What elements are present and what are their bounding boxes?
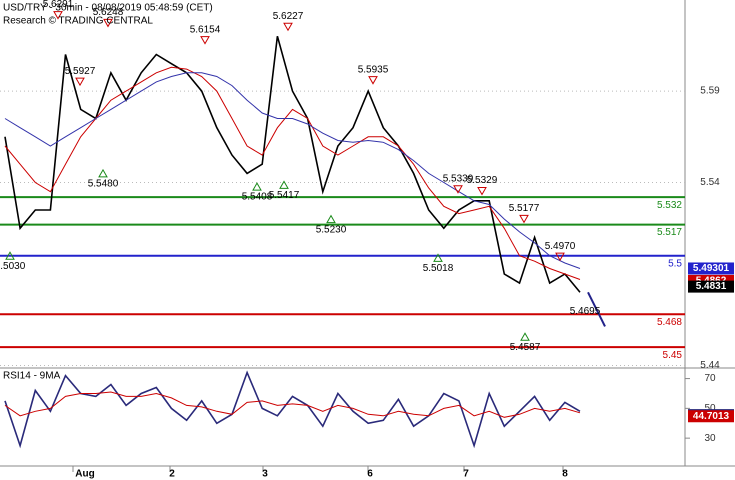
high-label: 5.5935 bbox=[358, 64, 389, 75]
high-label: 5.4970 bbox=[545, 241, 576, 252]
low-marker bbox=[520, 332, 530, 341]
price-box bbox=[688, 262, 734, 275]
high-marker bbox=[200, 36, 210, 45]
level-label: 5.45 bbox=[663, 350, 683, 361]
low-label: 5.5480 bbox=[88, 179, 119, 190]
high-marker bbox=[519, 214, 529, 224]
high-label: 5.6291 bbox=[43, 0, 74, 10]
x-tick-label: Aug bbox=[75, 469, 94, 480]
price-box-label: 5.4831 bbox=[696, 281, 727, 292]
level-label: 5.517 bbox=[657, 227, 682, 238]
high-label: 5.5927 bbox=[65, 66, 96, 77]
high-marker bbox=[283, 22, 293, 32]
high-label: 5.6227 bbox=[273, 11, 304, 22]
y-tick-label: 5.44 bbox=[700, 360, 720, 371]
x-tick-label: 8 bbox=[562, 469, 568, 480]
low-label: 5.5230 bbox=[316, 224, 347, 235]
target-label: 5.4695 bbox=[570, 306, 601, 317]
low-label: 5.5408 bbox=[242, 192, 273, 203]
x-tick-label: 6 bbox=[367, 469, 373, 480]
y-tick-label: 50 bbox=[704, 403, 716, 414]
price-box bbox=[688, 280, 734, 293]
level-label: 5.468 bbox=[657, 317, 682, 328]
price-box-label: 5.49301 bbox=[693, 263, 730, 274]
chart-title: USD/TRY - 30min - 08/08/2019 05:48:59 (C… bbox=[3, 3, 213, 14]
high-label: 5.6154 bbox=[190, 24, 221, 35]
low-marker bbox=[433, 253, 443, 262]
high-marker bbox=[75, 77, 85, 87]
series-line bbox=[4, 391, 581, 418]
low-marker bbox=[5, 251, 15, 260]
target-arrow bbox=[587, 291, 606, 327]
high-marker bbox=[103, 18, 113, 28]
series-line bbox=[4, 370, 581, 449]
low-marker bbox=[279, 180, 289, 189]
price-box bbox=[688, 410, 734, 423]
high-marker bbox=[477, 187, 487, 196]
price-box-label: 44.7013 bbox=[693, 411, 730, 422]
high-label: 5.6248 bbox=[93, 7, 124, 18]
high-marker bbox=[368, 76, 378, 85]
high-label: 5.5177 bbox=[509, 203, 540, 214]
y-tick-label: 5.59 bbox=[700, 86, 720, 97]
low-marker bbox=[326, 214, 336, 224]
low-marker bbox=[98, 168, 108, 178]
high-label: 5.5329 bbox=[467, 175, 498, 186]
series-line bbox=[4, 35, 581, 293]
pane-title: RSI14 - 9MA bbox=[3, 371, 61, 382]
x-tick-label: 2 bbox=[169, 469, 175, 480]
series-line bbox=[4, 72, 581, 269]
chart-subtitle: Research © TRADING CENTRAL bbox=[3, 16, 153, 27]
y-tick-label: 30 bbox=[704, 433, 716, 444]
x-tick-label: 3 bbox=[262, 469, 268, 480]
x-tick-label: 7 bbox=[463, 469, 469, 480]
high-marker bbox=[453, 185, 463, 194]
low-marker bbox=[252, 182, 262, 191]
high-label: 5.5339 bbox=[443, 173, 474, 184]
level-label: 5.5 bbox=[668, 258, 682, 269]
y-tick-label: 5.54 bbox=[700, 177, 720, 188]
low-label: 5.4587 bbox=[510, 342, 541, 353]
level-label: 5.532 bbox=[657, 200, 682, 211]
high-marker bbox=[53, 11, 63, 20]
low-label: 5.5030 bbox=[0, 261, 26, 272]
low-label: 5.5417 bbox=[269, 190, 300, 201]
low-label: 5.5018 bbox=[423, 263, 454, 274]
y-tick-label: 70 bbox=[704, 373, 716, 384]
high-marker bbox=[555, 252, 565, 262]
series-line bbox=[4, 66, 581, 280]
